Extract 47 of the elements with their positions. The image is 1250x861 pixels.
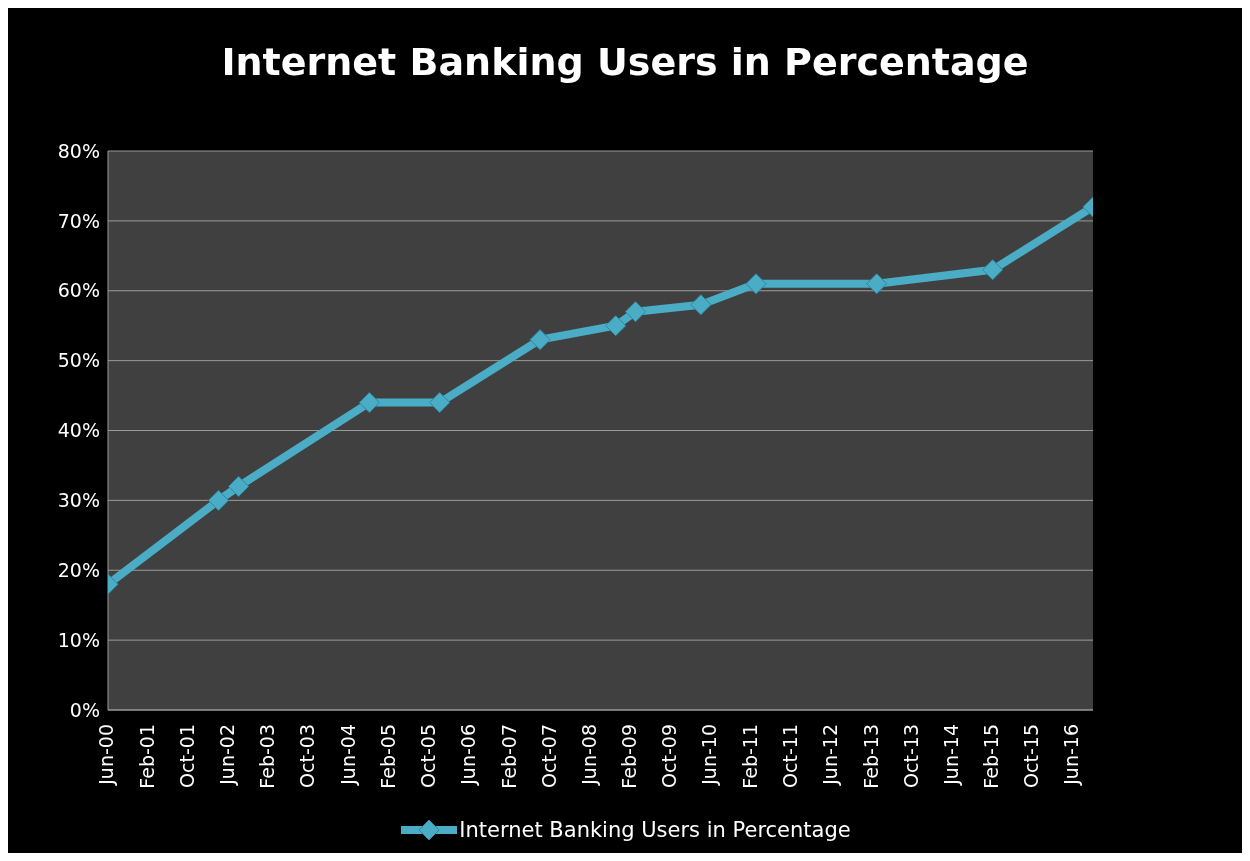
x-tick-label: Jun-08 xyxy=(577,724,600,786)
x-tick-label: Jun-02 xyxy=(216,724,239,786)
x-tick-label: Feb-05 xyxy=(377,724,400,789)
x-tick-label: Feb-01 xyxy=(135,724,158,789)
y-tick-label: 10% xyxy=(57,628,100,651)
point xyxy=(358,392,380,414)
y-tick-label: 60% xyxy=(57,279,100,302)
x-tick-label: Feb-11 xyxy=(738,724,761,789)
point xyxy=(690,294,712,316)
y-tick-label: 80% xyxy=(57,139,100,162)
point xyxy=(745,273,767,295)
legend-label: Internet Banking Users in Percentage xyxy=(459,818,851,842)
x-tick-label: Oct-09 xyxy=(658,724,681,788)
y-tick-label: 30% xyxy=(57,489,100,512)
y-tick-label: 70% xyxy=(57,209,100,232)
point xyxy=(625,301,646,323)
x-tick-label: Feb-07 xyxy=(497,724,520,789)
x-tick-label: Oct-07 xyxy=(537,724,560,788)
point xyxy=(429,392,451,414)
x-tick-label: Oct-13 xyxy=(899,724,922,788)
x-tick-label: Oct-05 xyxy=(417,724,440,788)
point xyxy=(605,315,627,337)
x-tick-label: Jun-06 xyxy=(457,724,480,786)
x-tick-label: Feb-09 xyxy=(618,724,641,789)
x-tick-label: Oct-03 xyxy=(296,724,319,788)
x-tick-label: Jun-12 xyxy=(819,724,842,786)
x-tick-label: Jun-10 xyxy=(698,724,721,786)
chart-title: Internet Banking Users in Percentage xyxy=(220,40,1030,84)
x-tick-label: Oct-11 xyxy=(778,724,801,788)
y-tick-label: 50% xyxy=(57,349,100,372)
point xyxy=(207,489,229,511)
x-tick-label: Jun-00 xyxy=(95,724,118,786)
x-tick-label: Jun-04 xyxy=(336,724,359,786)
x-tick-label: Oct-15 xyxy=(1020,724,1043,788)
y-tick-label: 40% xyxy=(57,419,100,442)
x-tick-label: Oct-01 xyxy=(175,724,198,788)
x-tick-label: Jun-16 xyxy=(1060,724,1083,786)
x-tick-label: Feb-15 xyxy=(980,724,1003,789)
x-tick-label: Feb-03 xyxy=(256,724,279,789)
y-tick-label: 20% xyxy=(57,558,100,581)
y-tick-label: 0% xyxy=(69,698,100,721)
x-tick-label: Jun-14 xyxy=(939,724,962,786)
x-tick-label: Feb-13 xyxy=(859,724,882,789)
point xyxy=(982,259,1004,281)
point xyxy=(866,273,888,295)
point xyxy=(228,475,250,497)
point xyxy=(529,329,551,351)
